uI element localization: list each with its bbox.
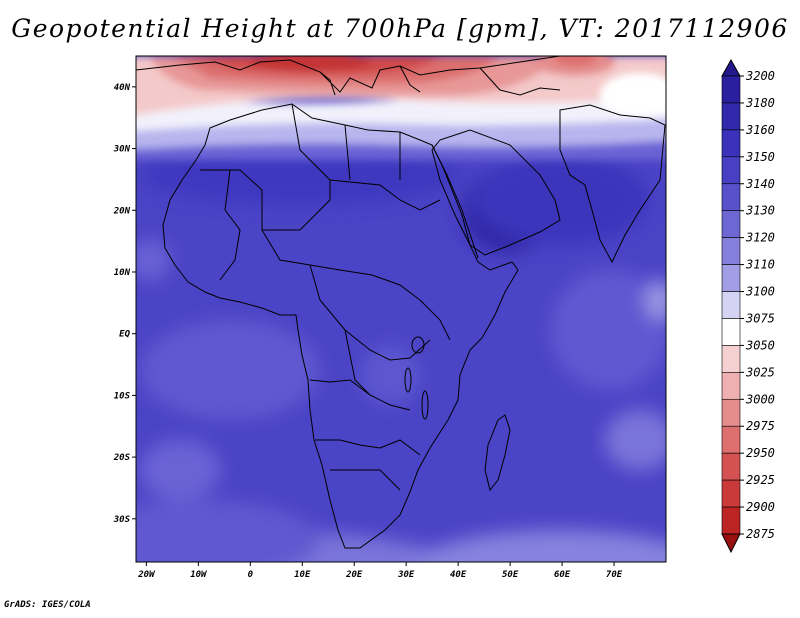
colorbar-over-arrow <box>721 58 741 77</box>
colorbar-label: 2950 <box>746 446 775 460</box>
colorbar-swatch <box>721 129 741 158</box>
colorbar-swatch <box>721 156 741 185</box>
arabia-outline <box>431 129 561 256</box>
colorbar-swatch <box>721 398 741 427</box>
colorbar-swatch <box>721 506 741 535</box>
colorbar-label: 3110 <box>745 258 775 272</box>
lon-tick-label: 10E <box>294 570 311 580</box>
lat-tick-label: 10N <box>114 268 131 278</box>
lon-tick-label: 20E <box>345 570 363 580</box>
lat-tick-label: 20N <box>113 206 131 216</box>
credit-text: GrADS: IGES/COLA <box>4 600 91 610</box>
plot-frame <box>135 55 667 563</box>
colorbar-label: 3130 <box>745 204 775 218</box>
lat-axis: 40N 30N 20N 10N EQ 10S 20S 30S <box>113 83 136 525</box>
lon-tick-label: 0 <box>248 570 254 580</box>
lon-tick-label: 40E <box>450 570 467 580</box>
europe-coast <box>136 56 561 93</box>
lat-tick-label: 10S <box>114 391 131 401</box>
south-asia-outline <box>559 104 666 264</box>
lat-tick-label: 40N <box>114 83 131 93</box>
colorbar-label: 3025 <box>745 365 775 379</box>
height-field <box>136 56 666 562</box>
colorbar-label: 3160 <box>745 123 775 137</box>
coastlines <box>136 56 666 549</box>
colorbar-swatch <box>721 291 741 319</box>
colorbar-label: 2925 <box>746 473 775 487</box>
colorbar-swatch <box>721 183 741 212</box>
colorbar-swatch <box>721 75 741 104</box>
colorbar-label: 3100 <box>745 285 775 299</box>
colorbar-swatch <box>721 318 741 346</box>
colorbar-swatch <box>721 452 741 481</box>
colorbar-swatch <box>721 102 741 131</box>
colorbar-label: 3200 <box>745 69 775 83</box>
colorbar-swatch <box>721 479 741 508</box>
colorbar-label: 3000 <box>745 392 775 406</box>
lat-tick-label: EQ <box>119 330 130 340</box>
colorbar-swatch <box>721 264 741 292</box>
colorbar-label: 2975 <box>746 419 775 433</box>
colorbar: 3200 3180 3160 3150 3140 3130 3120 3110 3100 3075… <box>721 58 775 554</box>
colorbar-label: 3050 <box>745 338 775 352</box>
colorbar-label: 3120 <box>745 231 775 245</box>
colorbar-swatch <box>721 237 741 265</box>
lon-tick-label: 20W <box>137 570 156 580</box>
lon-tick-label: 70E <box>606 570 623 580</box>
colorbar-swatch <box>721 372 741 400</box>
colorbar-label: 3075 <box>745 311 775 325</box>
colorbar-swatch <box>721 345 741 373</box>
madagascar-outline <box>484 414 511 492</box>
lon-axis: 20W 10W 0 10E 20E 30E 40E 50E 60E 70E <box>137 562 623 580</box>
lon-tick-label: 10W <box>190 570 208 580</box>
lat-tick-label: 30S <box>113 515 131 525</box>
colorbar-label: 2875 <box>746 527 775 541</box>
lon-tick-label: 60E <box>554 570 571 580</box>
colorbar-label: 3180 <box>745 96 775 110</box>
colorbar-label: 3140 <box>745 177 775 191</box>
page-title: Geopotential Height at 700hPa [gpm], VT:… <box>11 14 789 43</box>
lat-tick-label: 20S <box>113 453 131 463</box>
lon-tick-label: 30E <box>397 570 415 580</box>
lat-tick-label: 30N <box>113 145 131 155</box>
lon-tick-label: 50E <box>502 570 519 580</box>
colorbar-swatch <box>721 425 741 454</box>
colorbar-label: 2900 <box>746 500 775 514</box>
colorbar-label: 3150 <box>745 150 775 164</box>
colorbar-swatch <box>721 210 741 238</box>
colorbar-under-arrow <box>721 533 741 554</box>
